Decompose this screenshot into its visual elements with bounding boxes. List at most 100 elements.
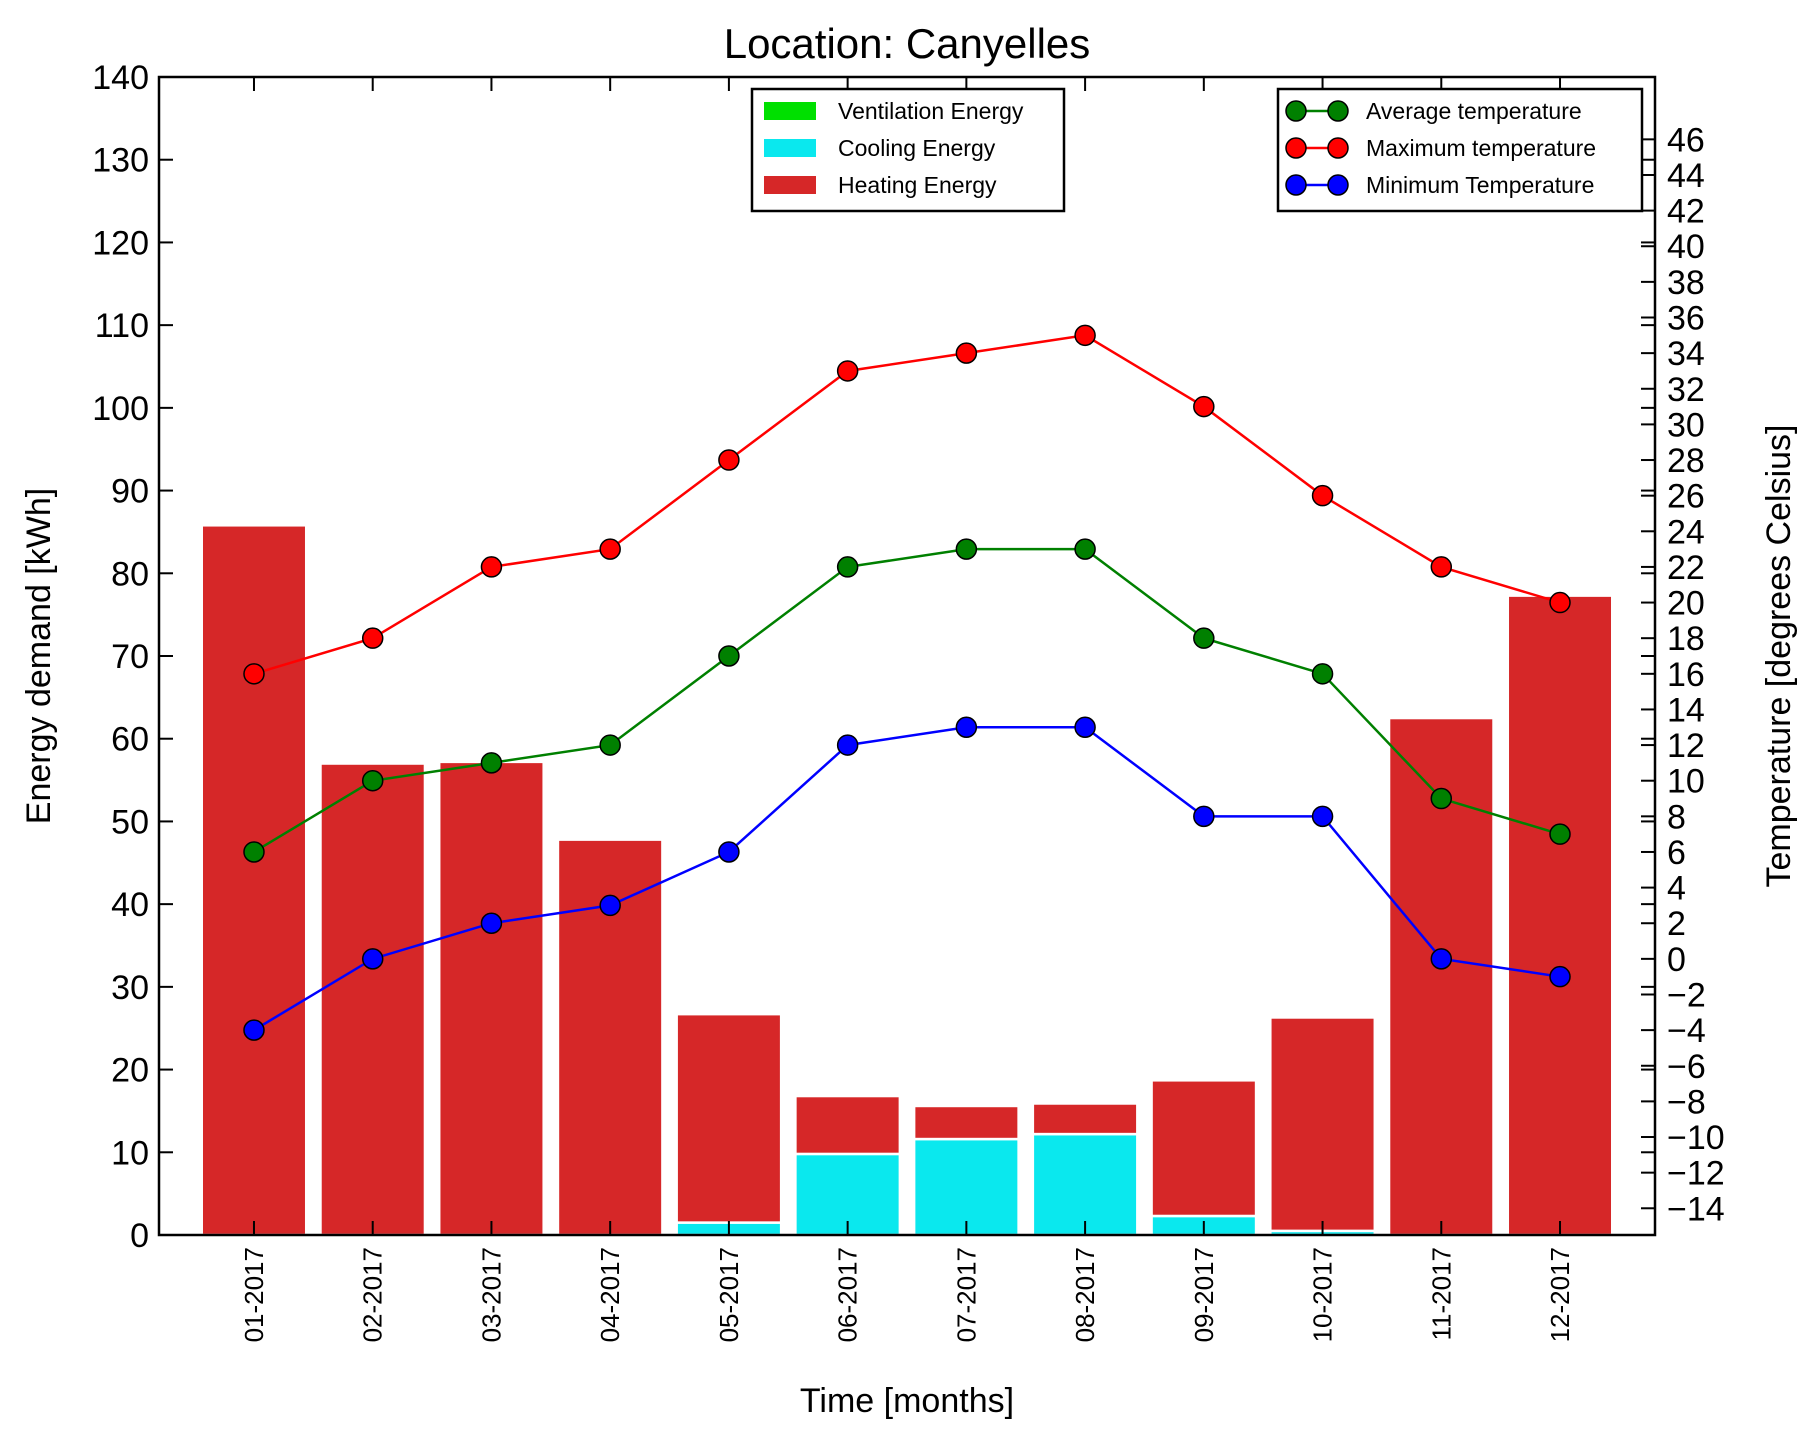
- bar-heating-energy-9: [1150, 1079, 1258, 1218]
- legend-marker-average-temperature: [1327, 100, 1349, 122]
- point-maximum-temperature-4: [599, 538, 621, 560]
- line-minimum-temperature: [253, 726, 1561, 1032]
- legend-swatch-ventilation-energy: [764, 102, 816, 120]
- chart-title: Location: Canyelles: [724, 20, 1091, 67]
- point-average-temperature-9: [1193, 627, 1215, 649]
- point-minimum-temperature-8: [1074, 716, 1096, 739]
- legend-label: Maximum temperature: [1366, 135, 1596, 161]
- legend-marker-minimum-temperature: [1327, 174, 1349, 196]
- y-right-tick-label: 14: [1667, 691, 1705, 729]
- x-tick-label: 12-2017: [1545, 1247, 1575, 1342]
- point-average-temperature-3: [480, 752, 503, 774]
- legend-label: Cooling Energy: [838, 135, 996, 161]
- y-right-tick-label: 40: [1667, 228, 1705, 266]
- x-axis-label: Time [months]: [800, 1382, 1014, 1420]
- point-minimum-temperature-7: [955, 716, 978, 739]
- line-maximum-temperature: [253, 334, 1561, 676]
- point-minimum-temperature-3: [480, 912, 503, 934]
- y-left-tick-label: 0: [130, 1217, 149, 1255]
- y-right-tick-label: 24: [1667, 513, 1705, 551]
- y-left-tick-label: 10: [111, 1134, 149, 1172]
- legend-swatch-heating-energy: [764, 176, 816, 194]
- y-right-tick-label: −4: [1667, 1012, 1706, 1050]
- y-right-tick-label: 42: [1667, 193, 1705, 231]
- x-tick-label: 08-2017: [1070, 1247, 1100, 1342]
- y-right-tick-label: 36: [1667, 300, 1705, 338]
- point-average-temperature-11: [1430, 787, 1453, 810]
- x-tick-label: 04-2017: [595, 1247, 625, 1342]
- point-minimum-temperature-5: [718, 841, 740, 863]
- y-left-tick-label: 40: [111, 886, 149, 924]
- y-right-tick-label: 30: [1667, 406, 1705, 444]
- y-right-tick-label: −12: [1667, 1155, 1725, 1193]
- y-right-tick-label: −14: [1667, 1190, 1725, 1228]
- bar-heating-energy-8: [1031, 1102, 1139, 1136]
- point-maximum-temperature-8: [1074, 324, 1096, 347]
- legend-label: Heating Energy: [838, 172, 997, 198]
- point-average-temperature-1: [243, 841, 265, 863]
- y-left-tick-label: 90: [111, 473, 149, 511]
- point-average-temperature-12: [1549, 823, 1571, 845]
- legend-bars: Ventilation Energy Cooling Energy Heating …: [750, 87, 1066, 213]
- bar-heating-energy-7: [912, 1104, 1020, 1141]
- point-minimum-temperature-4: [599, 894, 621, 917]
- point-average-temperature-10: [1311, 663, 1334, 685]
- x-tick-label: 01-2017: [239, 1247, 269, 1342]
- y-right-tick-label: 16: [1667, 656, 1705, 694]
- y-left-tick-label: 30: [111, 969, 149, 1007]
- bar-heating-energy-6: [794, 1094, 902, 1156]
- y-left-tick-label: 70: [111, 638, 149, 676]
- point-maximum-temperature-7: [955, 342, 978, 364]
- point-maximum-temperature-10: [1311, 484, 1334, 507]
- bar-heating-energy-3: [437, 760, 545, 1237]
- point-minimum-temperature-12: [1549, 965, 1571, 988]
- x-tick-label: 03-2017: [476, 1247, 506, 1342]
- y-right-tick-label: −2: [1667, 976, 1706, 1014]
- y-left-tick-label: 60: [111, 721, 149, 759]
- bar-heating-energy-12: [1506, 594, 1614, 1237]
- point-maximum-temperature-9: [1193, 395, 1215, 418]
- point-average-temperature-4: [599, 734, 621, 756]
- y-right-tick-label: 46: [1667, 121, 1705, 159]
- legend-label: Ventilation Energy: [838, 98, 1024, 124]
- bar-cooling-energy-7: [912, 1137, 1020, 1237]
- y-right-tick-label: 4: [1667, 870, 1686, 908]
- y-right-tick-label: 34: [1667, 335, 1705, 373]
- bar-heating-energy-5: [675, 1012, 783, 1224]
- bar-heating-energy-2: [319, 762, 427, 1237]
- point-average-temperature-8: [1074, 538, 1096, 560]
- point-maximum-temperature-3: [480, 556, 503, 578]
- y-left-tick-label: 50: [111, 803, 149, 841]
- y-left-tick-label: 80: [111, 555, 149, 593]
- y-right-tick-label: 10: [1667, 763, 1705, 801]
- y-right-tick-label: 20: [1667, 585, 1705, 623]
- y-left-tick-label: 130: [92, 142, 149, 180]
- y-axis-label-right: Temperature [degrees Celsius]: [1760, 424, 1798, 887]
- legend-marker-average-temperature: [1285, 100, 1307, 122]
- y-left-tick-label: 100: [92, 390, 149, 428]
- y-left-tick-label: 120: [92, 224, 149, 262]
- legend-marker-minimum-temperature: [1285, 174, 1307, 196]
- point-maximum-temperature-5: [718, 449, 740, 471]
- point-maximum-temperature-6: [836, 360, 859, 382]
- x-tick-label: 06-2017: [833, 1247, 863, 1342]
- y-right-tick-label: 0: [1667, 941, 1686, 979]
- point-maximum-temperature-2: [361, 627, 384, 649]
- y-axis-label-left: Energy demand [kWh]: [20, 488, 58, 824]
- legend-swatch-cooling-energy: [764, 139, 816, 157]
- legend-marker-maximum-temperature: [1327, 137, 1349, 159]
- x-tick-label: 02-2017: [358, 1247, 388, 1342]
- x-tick-label: 11-2017: [1426, 1247, 1456, 1341]
- legend-lines: Average temperature Maximum temperature Mi…: [1276, 87, 1644, 213]
- point-minimum-temperature-11: [1430, 948, 1453, 970]
- point-average-temperature-6: [836, 556, 859, 578]
- y-right-tick-label: −8: [1667, 1083, 1706, 1121]
- y-right-tick-label: 2: [1667, 905, 1686, 943]
- y-right-tick-label: 8: [1667, 798, 1686, 836]
- point-average-temperature-5: [718, 645, 740, 667]
- legend-label: Average temperature: [1366, 98, 1582, 124]
- x-tick-label: 10-2017: [1308, 1247, 1338, 1342]
- y-right-tick-label: 18: [1667, 620, 1705, 658]
- y-right-tick-label: 6: [1667, 834, 1686, 872]
